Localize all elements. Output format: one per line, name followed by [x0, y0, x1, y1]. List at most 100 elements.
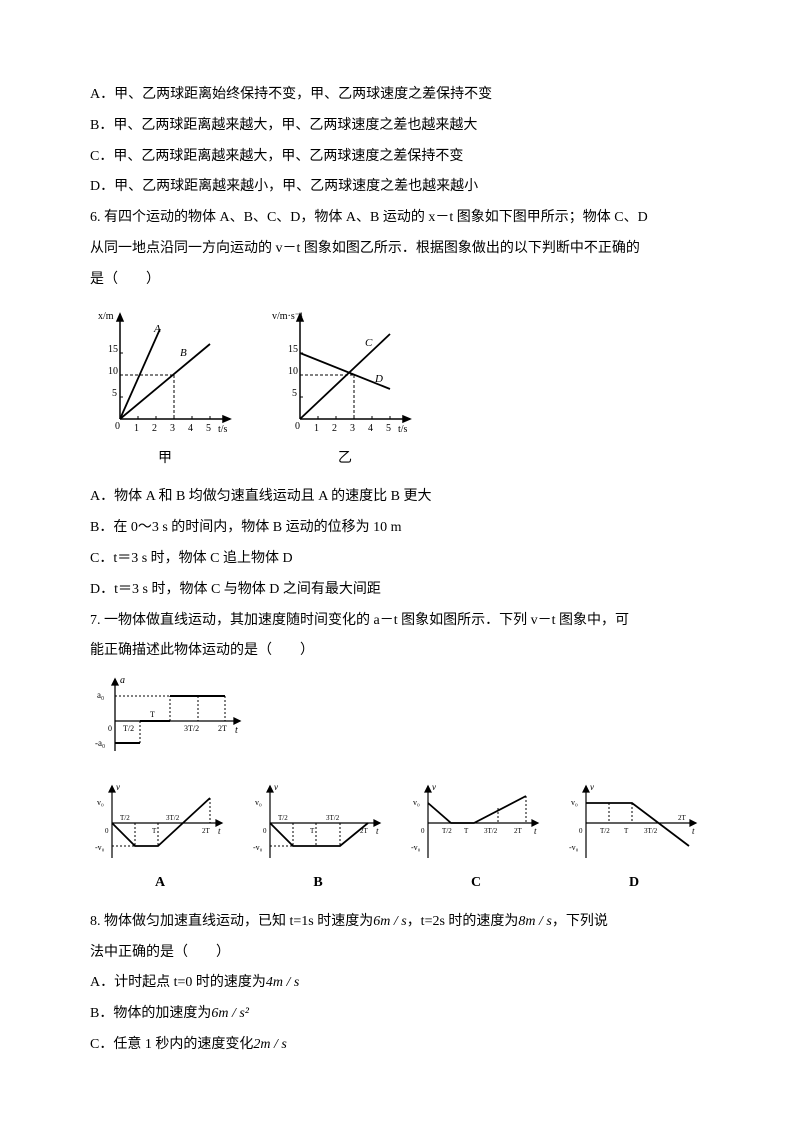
svg-text:-v₀: -v₀: [569, 843, 579, 852]
svg-text:T: T: [150, 710, 155, 719]
svg-text:t: t: [218, 826, 221, 836]
svg-text:0: 0: [105, 827, 109, 835]
svg-text:2: 2: [152, 423, 157, 434]
svg-text:0: 0: [421, 827, 425, 835]
svg-text:v₀: v₀: [413, 798, 420, 807]
svg-text:4: 4: [368, 423, 373, 434]
q8-opt-c-pre: C．任意 1 秒内的速度变化: [90, 1037, 253, 1052]
svg-text:t/s: t/s: [218, 424, 228, 435]
svg-text:t: t: [376, 826, 379, 836]
q5-option-c: C．甲、乙两球距离越来越大，甲、乙两球速度之差保持不变: [90, 142, 710, 173]
svg-text:-v₀: -v₀: [253, 843, 263, 852]
svg-text:15: 15: [108, 344, 118, 355]
svg-text:3T/2: 3T/2: [166, 814, 180, 822]
q8-opt-b-pre: B．物体的加速度为: [90, 1006, 211, 1021]
svg-text:5: 5: [386, 423, 391, 434]
svg-text:D: D: [374, 373, 383, 385]
svg-text:t: t: [534, 826, 537, 836]
q5-option-d: D．甲、乙两球距离越来越小，甲、乙两球速度之差也越来越小: [90, 172, 710, 203]
svg-text:2T: 2T: [360, 827, 369, 835]
svg-text:5: 5: [292, 388, 297, 399]
svg-text:T: T: [624, 827, 629, 835]
q8-stem-line2: 法中正确的是（ ）: [90, 938, 710, 969]
q6-fig-yi: v/m·s⁻¹t/s 151050 12345 C D 乙: [270, 304, 420, 475]
svg-text:0: 0: [108, 724, 112, 733]
svg-text:0: 0: [115, 421, 120, 432]
svg-text:3T/2: 3T/2: [484, 827, 498, 835]
svg-text:0: 0: [263, 827, 267, 835]
q5-option-b: B．甲、乙两球距离越来越大，甲、乙两球速度之差也越来越大: [90, 111, 710, 142]
svg-text:v: v: [116, 782, 120, 792]
svg-text:5: 5: [112, 388, 117, 399]
svg-text:0: 0: [579, 827, 583, 835]
svg-text:3T/2: 3T/2: [184, 724, 199, 733]
q6-option-c: C．t＝3 s 时，物体 C 追上物体 D: [90, 544, 710, 575]
svg-text:t: t: [692, 826, 695, 836]
svg-text:3T/2: 3T/2: [326, 814, 340, 822]
svg-text:B: B: [180, 347, 187, 359]
svg-text:10: 10: [288, 366, 298, 377]
q6-option-a: A．物体 A 和 B 均做匀速直线运动且 A 的速度比 B 更大: [90, 482, 710, 513]
q8-v2: 8m / s: [518, 914, 551, 929]
q8-opt-b-val: 6m / s²: [211, 1006, 249, 1021]
svg-text:3: 3: [170, 423, 175, 434]
svg-text:t: t: [235, 725, 238, 736]
svg-text:a₀: a₀: [97, 690, 104, 700]
svg-text:T/2: T/2: [600, 827, 610, 835]
q6-fig-yi-caption: 乙: [270, 444, 420, 475]
q6-fig-jia: x/m t/s 15 10 5 0 1 2 3 4 5 A B 甲: [90, 304, 240, 475]
svg-text:2T: 2T: [514, 827, 523, 835]
svg-text:4: 4: [188, 423, 193, 434]
svg-text:T/2: T/2: [120, 814, 130, 822]
svg-text:T: T: [152, 827, 157, 835]
svg-text:T: T: [310, 827, 315, 835]
svg-text:v: v: [432, 782, 436, 792]
svg-text:v₀: v₀: [97, 798, 104, 807]
q8-opt-a-pre: A．计时起点 t=0 时的速度为: [90, 975, 266, 990]
svg-text:-a₀: -a₀: [95, 738, 105, 748]
svg-text:2T: 2T: [218, 724, 227, 733]
q8-stem1-b: ，t=2s 时的速度为: [407, 914, 519, 929]
svg-text:2T: 2T: [202, 827, 211, 835]
q7-label-d: D: [564, 868, 704, 899]
svg-text:v₀: v₀: [255, 798, 262, 807]
svg-text:2T: 2T: [678, 814, 687, 822]
q8-v1: 6m / s: [373, 914, 406, 929]
q8-stem1-a: 8. 物体做匀加速直线运动，已知 t=1s 时速度为: [90, 914, 373, 929]
q8-option-a: A．计时起点 t=0 时的速度为4m / s: [90, 968, 710, 999]
q5-option-a: A．甲、乙两球距离始终保持不变，甲、乙两球速度之差保持不变: [90, 80, 710, 111]
svg-text:T: T: [464, 827, 469, 835]
svg-text:1: 1: [314, 423, 319, 434]
svg-text:v: v: [590, 782, 594, 792]
svg-text:3: 3: [350, 423, 355, 434]
q6-stem-line1: 6. 有四个运动的物体 A、B、C、D，物体 A、B 运动的 x－t 图象如下图…: [90, 203, 710, 234]
q8-opt-c-val: 2m / s: [253, 1037, 286, 1052]
q6-stem-line3: 是（ ）: [90, 265, 710, 296]
q8-option-c: C．任意 1 秒内的速度变化2m / s: [90, 1030, 710, 1061]
q6-option-b: B．在 0～3 s 的时间内，物体 B 运动的位移为 10 m: [90, 513, 710, 544]
svg-text:T/2: T/2: [278, 814, 288, 822]
svg-text:T/2: T/2: [123, 724, 134, 733]
svg-text:x/m: x/m: [98, 311, 114, 322]
svg-text:T/2: T/2: [442, 827, 452, 835]
svg-text:-v₀: -v₀: [411, 843, 421, 852]
q7-stem-line1: 7. 一物体做直线运动，其加速度随时间变化的 a－t 图象如图所示．下列 v－t…: [90, 606, 710, 637]
svg-text:1: 1: [134, 423, 139, 434]
svg-text:C: C: [365, 337, 373, 349]
svg-text:15: 15: [288, 344, 298, 355]
q7-at-fig: a t a₀-a₀ T/2T3T/22T 0: [90, 671, 710, 774]
svg-text:A: A: [153, 323, 161, 335]
svg-text:0: 0: [295, 421, 300, 432]
q6-fig-jia-caption: 甲: [90, 444, 240, 475]
svg-text:v: v: [274, 782, 278, 792]
q7-option-fig-b: v t v₀ -v₀ T/2 3T/2 T 2T 0 B: [248, 778, 388, 899]
q7-label-b: B: [248, 868, 388, 899]
svg-text:2: 2: [332, 423, 337, 434]
q8-option-b: B．物体的加速度为6m / s²: [90, 999, 710, 1030]
q7-label-c: C: [406, 868, 546, 899]
svg-text:5: 5: [206, 423, 211, 434]
q7-label-a: A: [90, 868, 230, 899]
svg-text:10: 10: [108, 366, 118, 377]
svg-text:-v₀: -v₀: [95, 843, 105, 852]
q6-option-d: D．t＝3 s 时，物体 C 与物体 D 之间有最大间距: [90, 575, 710, 606]
